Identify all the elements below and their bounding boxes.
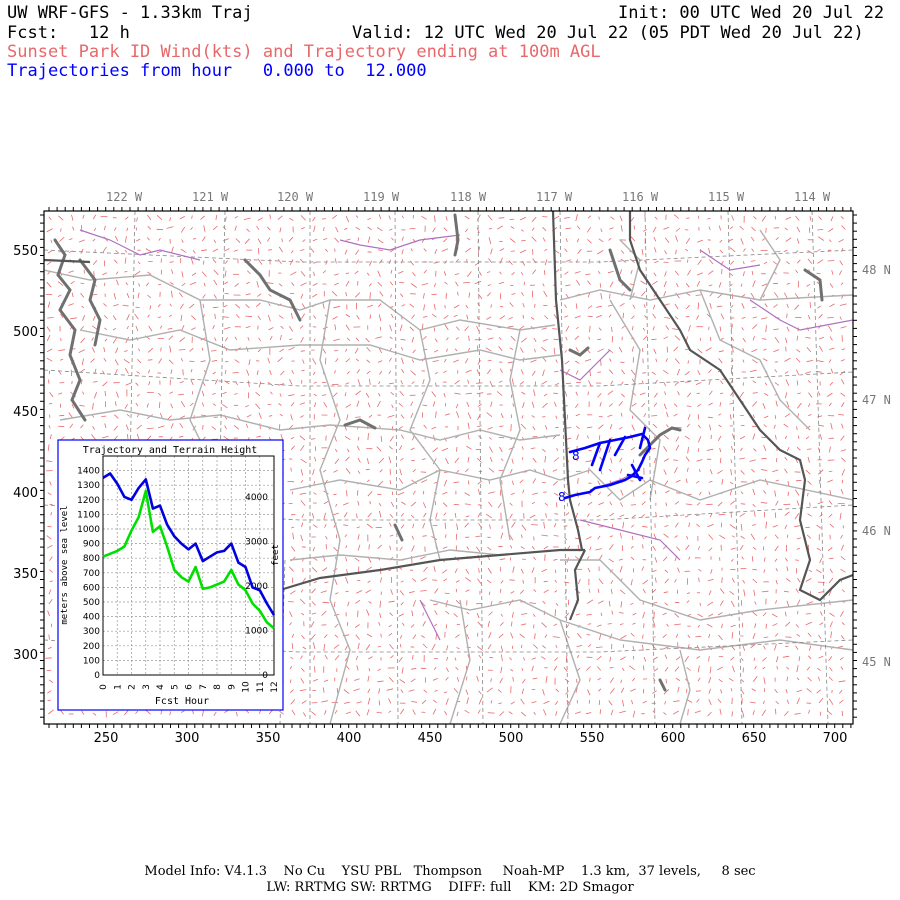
- water-features: [79, 229, 853, 641]
- trajectory-marker-start: 8: [572, 449, 580, 463]
- inset-x-tick: 10: [242, 681, 252, 693]
- map-x-axis: 250 300 350 400 450 500 550 600 650 700: [94, 731, 848, 746]
- inset-left-tick: 200: [83, 642, 100, 652]
- y-tick-label: 450: [13, 405, 38, 420]
- y-tick-label: 350: [13, 567, 38, 582]
- wind-barb-field: [45, 214, 847, 718]
- lat-label: 46 N: [862, 524, 891, 538]
- lon-label: 119 W: [363, 190, 400, 204]
- lon-label: 120 W: [277, 190, 314, 204]
- inset-left-tick: 900: [83, 540, 100, 550]
- inset-right-tick: 2000: [245, 582, 268, 592]
- x-tick-label: 650: [742, 731, 767, 746]
- inset-left-tick: 0: [94, 671, 100, 681]
- forecast-hour: Fcst: 12 h: [7, 23, 130, 43]
- inset-right-tick: 1000: [245, 626, 268, 636]
- x-tick-label: 700: [823, 731, 848, 746]
- inset-left-tick: 1100: [77, 510, 100, 520]
- map-frame: [43, 210, 854, 725]
- x-tick-label: 500: [499, 731, 524, 746]
- inset-left-tick: 1200: [77, 496, 100, 506]
- inset-x-tick: 6: [185, 684, 195, 690]
- inset-x-tick: 7: [199, 684, 209, 690]
- inset-x-axis-title: Fcst Hour: [155, 696, 209, 707]
- inset-title: Trajectory and Terrain Height: [83, 445, 258, 456]
- inset-x-tick: 8: [213, 684, 223, 690]
- y-tick-label: 400: [13, 486, 38, 501]
- trajectory-range: Trajectories from hour 0.000 to 12.000: [7, 61, 427, 81]
- inset-x-tick: 5: [170, 684, 180, 690]
- inset-x-tick: 2: [128, 684, 138, 690]
- inset-left-axis: 1400 1300 1200 1100 1000 900 800 700 600…: [77, 467, 100, 681]
- inset-right-axis: 4000 3000 2000 1000 0: [245, 493, 268, 681]
- inset-x-tick: 3: [142, 684, 152, 690]
- x-tick-label: 400: [337, 731, 362, 746]
- lon-label: 116 W: [622, 190, 659, 204]
- state-boundaries: [44, 211, 853, 621]
- x-tick-label: 350: [256, 731, 281, 746]
- lat-label: 47 N: [862, 393, 891, 407]
- inset-left-tick: 1300: [77, 481, 100, 491]
- footer-model-info: Model Info: V4.1.3 No Cu YSU PBL Thompso…: [144, 864, 756, 879]
- lon-label: 117 W: [536, 190, 573, 204]
- inset-x-tick: 11: [256, 681, 266, 692]
- longitude-labels: 122 W 121 W 120 W 119 W 118 W 117 W 116 …: [106, 190, 831, 204]
- inset-left-tick: 500: [83, 598, 100, 608]
- inset-left-tick: 700: [83, 569, 100, 579]
- valid-time: Valid: 12 UTC Wed 20 Jul 22 (05 PDT Wed …: [352, 23, 864, 43]
- inset-x-tick: 1: [113, 684, 123, 690]
- lon-label: 115 W: [708, 190, 745, 204]
- inset-x-tick: 4: [156, 684, 166, 690]
- x-tick-label: 450: [418, 731, 443, 746]
- model-title: UW WRF-GFS - 1.33km Traj: [7, 3, 253, 23]
- inset-left-tick: 400: [83, 613, 100, 623]
- y-tick-label: 500: [13, 325, 38, 340]
- frame-ticks: [40, 207, 857, 728]
- series-line-terrain: [102, 489, 275, 630]
- inset-right-axis-title: feet: [271, 544, 281, 566]
- inset-x-tick: 0: [99, 684, 109, 690]
- lon-label: 121 W: [192, 190, 229, 204]
- lat-label: 45 N: [862, 655, 891, 669]
- series-line-trajectory: [102, 472, 276, 616]
- inset-right-tick: 0: [262, 671, 268, 681]
- inset-x-tick: 12: [270, 681, 280, 692]
- inset-left-tick: 800: [83, 554, 100, 564]
- inset-right-tick: 4000: [245, 493, 268, 503]
- y-tick-label: 550: [13, 244, 38, 259]
- inset-x-tick: 9: [227, 684, 237, 690]
- lat-label: 48 N: [862, 263, 891, 277]
- footer-physics-info: LW: RRTMG SW: RRTMG DIFF: full KM: 2D Sm…: [266, 880, 634, 895]
- inset-left-axis-title: meters above sea level: [60, 505, 70, 624]
- inset-left-tick: 1000: [77, 525, 100, 535]
- inset-right-tick: 3000: [245, 537, 268, 547]
- inset-plot-area: [102, 455, 275, 676]
- inset-left-tick: 600: [83, 583, 100, 593]
- inset-left-tick: 300: [83, 627, 100, 637]
- latitude-labels: 48 N 47 N 46 N 45 N: [862, 263, 891, 669]
- trajectory-marker-end: 8: [558, 490, 566, 504]
- x-tick-label: 250: [94, 731, 119, 746]
- y-tick-label: 300: [13, 648, 38, 663]
- trajectory-path: [563, 426, 652, 500]
- x-tick-label: 550: [580, 731, 605, 746]
- init-time: Init: 00 UTC Wed 20 Jul 22: [618, 3, 885, 23]
- inset-left-tick: 1400: [77, 467, 100, 477]
- lon-label: 118 W: [450, 190, 487, 204]
- coastline: [53, 213, 824, 692]
- inset-chart: Trajectory and Terrain Height 1400 1 3 00 …: [57, 439, 284, 711]
- inset-x-axis: 0 1 2 3 4 5 6 7 8 9 10 11 12: [99, 681, 280, 693]
- lon-label: 114 W: [794, 190, 831, 204]
- plot-subtitle: Sunset Park ID Wind(kts) and Trajectory …: [7, 42, 601, 62]
- x-tick-label: 300: [175, 731, 200, 746]
- lon-label: 122 W: [106, 190, 143, 204]
- map-y-axis: 550 500 450 400 350 300: [13, 244, 38, 663]
- inset-left-tick: 100: [83, 656, 100, 666]
- x-tick-label: 600: [661, 731, 686, 746]
